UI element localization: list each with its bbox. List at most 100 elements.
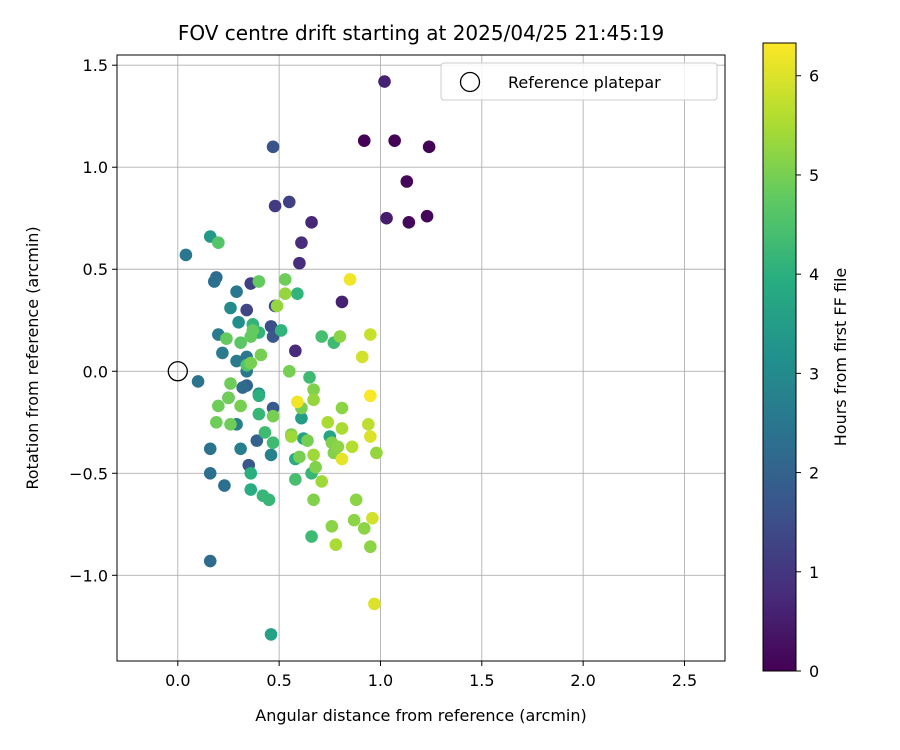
data-point	[264, 448, 278, 462]
data-point	[250, 434, 264, 447]
data-point	[244, 483, 258, 496]
data-point	[254, 348, 268, 362]
y-tick-label: −1.0	[69, 566, 108, 585]
colorbar: 0 1 2 3 4 5 6 Hours from first FF file	[762, 42, 850, 681]
data-point	[203, 554, 217, 568]
plot-frame	[116, 54, 726, 662]
data-point	[252, 275, 266, 288]
x-axis-ticks: 0.0 0.5 1.0 1.5 2.0 2.5	[165, 661, 697, 690]
y-tick-label: 0.0	[83, 362, 108, 381]
data-point	[293, 450, 306, 464]
x-tick-label: 0.0	[165, 671, 190, 690]
colorbar-tick-label: 4	[809, 265, 819, 284]
data-point	[333, 330, 347, 343]
data-point	[289, 344, 302, 358]
data-point	[364, 328, 377, 341]
reference-marker-group	[167, 361, 188, 382]
data-point	[282, 364, 296, 378]
legend-entry-reference-platepar: Reference platepar	[508, 73, 661, 92]
data-point	[364, 389, 377, 403]
data-point	[291, 287, 304, 301]
data-point	[343, 273, 357, 286]
data-point	[295, 411, 308, 425]
data-point	[307, 493, 320, 507]
data-point	[309, 460, 322, 474]
reference-platepar-marker	[167, 361, 188, 382]
data-point	[284, 430, 298, 443]
data-point	[216, 346, 229, 360]
data-point	[232, 315, 245, 329]
scatter-points	[179, 75, 436, 641]
data-point	[355, 350, 369, 364]
data-point	[293, 256, 306, 270]
data-point	[224, 418, 237, 431]
data-point	[357, 134, 371, 147]
x-tick-label: 0.5	[266, 671, 291, 690]
x-tick-label: 2.5	[672, 671, 697, 690]
data-point	[218, 479, 231, 492]
data-point	[321, 415, 335, 429]
colorbar-tick-label: 3	[809, 364, 819, 383]
data-point	[388, 134, 401, 147]
data-point	[331, 440, 345, 454]
data-point	[244, 356, 258, 370]
data-point	[362, 418, 375, 431]
data-point	[335, 401, 349, 415]
x-tick-label: 2.0	[570, 671, 595, 690]
data-point	[252, 389, 266, 403]
colorbar-tick-label: 0	[809, 662, 819, 681]
data-point	[366, 511, 379, 525]
data-point	[236, 381, 249, 394]
data-point	[380, 211, 393, 225]
data-point	[246, 324, 260, 337]
data-point	[402, 216, 416, 229]
data-point	[266, 436, 280, 449]
y-tick-label: −0.5	[69, 464, 108, 483]
data-point	[335, 422, 349, 435]
data-point	[315, 330, 328, 343]
y-axis-ticks: −1.0 −0.5 0.0 0.5 1.0 1.5	[69, 56, 117, 585]
x-tick-label: 1.0	[368, 671, 393, 690]
data-point	[305, 530, 318, 543]
data-point	[329, 538, 343, 551]
data-point	[264, 320, 278, 333]
data-point	[347, 513, 361, 527]
colorbar-ticks: 0 1 2 3 4 5 6	[796, 67, 819, 681]
data-point	[234, 336, 247, 349]
data-point	[278, 273, 292, 286]
data-point	[262, 493, 276, 507]
colorbar-gradient	[762, 42, 797, 672]
y-tick-label: 1.0	[83, 158, 108, 177]
data-point	[349, 493, 363, 507]
data-point	[224, 377, 237, 390]
data-point	[357, 522, 371, 535]
data-point	[422, 140, 436, 154]
data-point	[207, 275, 221, 288]
colorbar-label: Hours from first FF file	[831, 268, 850, 447]
data-point	[212, 399, 225, 413]
data-point	[295, 236, 308, 250]
data-point	[325, 520, 339, 533]
data-point	[291, 395, 304, 409]
data-point	[289, 473, 302, 486]
data-point	[210, 415, 223, 429]
data-point	[282, 195, 296, 209]
data-point	[315, 475, 328, 488]
x-axis-label: Angular distance from reference (arcmin)	[255, 706, 586, 725]
y-tick-label: 1.5	[83, 56, 108, 75]
data-point	[274, 324, 288, 337]
data-point	[234, 399, 247, 413]
data-point	[335, 295, 349, 309]
data-point	[191, 375, 205, 388]
x-tick-label: 1.5	[469, 671, 494, 690]
data-point	[179, 248, 193, 262]
data-point	[303, 371, 316, 384]
colorbar-tick-label: 5	[809, 166, 819, 185]
colorbar-tick-label: 6	[809, 67, 819, 86]
data-point	[400, 175, 414, 188]
y-axis-label: Rotation from reference (arcmin)	[23, 226, 42, 489]
data-point	[420, 209, 434, 223]
data-point	[240, 303, 254, 317]
data-point	[230, 354, 243, 368]
